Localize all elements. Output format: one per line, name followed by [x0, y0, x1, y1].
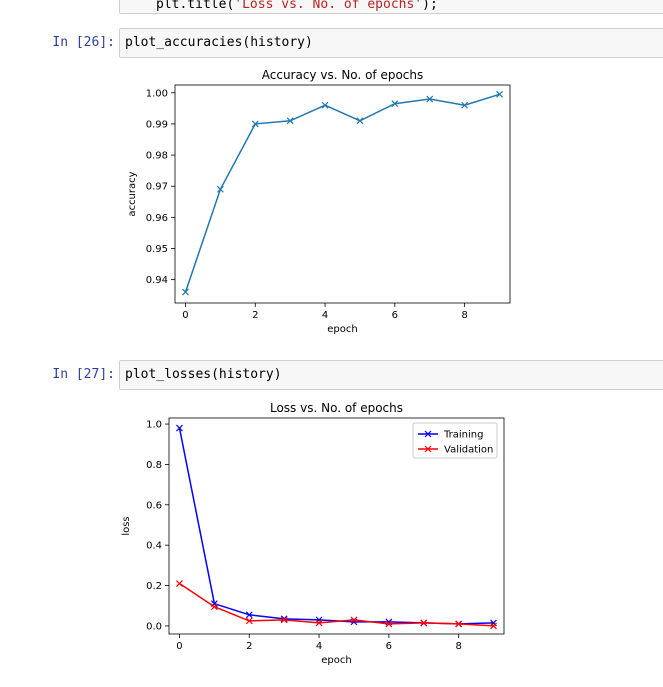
data-point-marker	[176, 580, 183, 587]
data-point-marker	[455, 620, 463, 628]
y-tick-label: 0.95	[146, 244, 168, 255]
series-line-accuracy	[184, 93, 500, 293]
y-tick-label: 1.0	[146, 420, 162, 431]
x-tick-label: 0	[182, 310, 188, 321]
previous-code-cell[interactable]: plt.title('Loss vs. No. of epochs');	[119, 0, 663, 14]
data-point-marker	[210, 603, 218, 611]
data-point-marker	[496, 90, 503, 98]
y-tick-label: 0.96	[146, 213, 168, 224]
y-tick-label: 0.8	[146, 460, 162, 471]
y-tick-label: 0.2	[146, 581, 162, 592]
data-point-marker	[490, 622, 497, 630]
code-cell-27[interactable]: plot_losses(history)	[119, 360, 663, 390]
cell-prompt-26: In [26]:	[52, 35, 115, 50]
data-point-marker	[280, 615, 288, 623]
y-tick-label: 1.00	[146, 88, 168, 99]
data-point-marker	[350, 616, 358, 624]
data-point-marker	[245, 611, 253, 619]
series-line-validation	[179, 582, 494, 627]
data-point-marker	[182, 288, 189, 296]
data-point-marker	[315, 616, 323, 624]
x-tick-label: 2	[246, 641, 252, 652]
y-axis-label: accuracy	[127, 171, 138, 216]
data-point-marker	[391, 100, 399, 108]
plot-frame	[174, 84, 511, 304]
data-point-marker	[315, 619, 323, 627]
data-point-marker	[286, 117, 294, 125]
y-tick-label: 0.0	[146, 621, 162, 632]
legend-marker	[424, 430, 432, 438]
cell-prompt-27: In [27]:	[52, 367, 115, 382]
x-tick-label: 4	[316, 641, 322, 652]
data-point-marker	[280, 616, 288, 624]
loss-chart: Loss vs. No. of epochs 0 2 4 6 8 0.0 0.2 0.4 0.6 0…	[121, 401, 505, 666]
x-tick-label: 6	[392, 310, 398, 321]
y-axis-label: loss	[121, 516, 132, 535]
data-point-marker	[176, 424, 183, 432]
data-point-marker	[461, 101, 469, 109]
data-point-marker	[385, 620, 393, 628]
code-cell-26[interactable]: plot_accuracies(history)	[119, 28, 663, 58]
data-point-marker	[245, 617, 253, 625]
data-point-marker	[356, 117, 364, 125]
legend-label: Training	[443, 430, 483, 441]
chart-title: Loss vs. No. of epochs	[270, 401, 403, 415]
x-tick-label: 4	[322, 310, 328, 321]
y-tick-label: 0.99	[146, 119, 168, 130]
data-point-marker	[321, 101, 329, 109]
x-tick-label: 0	[176, 641, 182, 652]
data-point-marker	[216, 185, 224, 193]
data-point-marker	[490, 619, 497, 627]
code-call: plt.title(	[156, 0, 235, 12]
y-tick-label: 0.94	[146, 275, 168, 286]
chart-title: Accuracy vs. No. of epochs	[262, 68, 424, 82]
data-point-marker	[426, 95, 434, 103]
code-string: 'Loss vs. No. of epochs'	[234, 0, 423, 12]
x-axis-label: epoch	[321, 655, 351, 666]
data-point-marker	[420, 619, 428, 627]
x-tick-label: 6	[386, 641, 392, 652]
y-tick-label: 0.4	[146, 541, 162, 552]
x-tick-label: 8	[461, 310, 467, 321]
x-tick-label: 8	[455, 641, 461, 652]
legend-label: Validation	[444, 445, 493, 456]
legend-marker	[424, 445, 432, 453]
data-point-marker	[251, 120, 259, 128]
x-tick-label: 2	[252, 310, 258, 321]
y-tick-label: 0.97	[146, 182, 168, 193]
y-tick-label: 0.6	[146, 500, 162, 511]
x-axis-label: epoch	[327, 324, 357, 335]
y-tick-label: 0.98	[146, 151, 168, 162]
accuracy-chart: Accuracy vs. No. of epochs 0 2 4 6 8 0.94 0.95 0…	[127, 68, 511, 335]
code-end: );	[422, 0, 438, 12]
plot-frame	[168, 417, 505, 635]
